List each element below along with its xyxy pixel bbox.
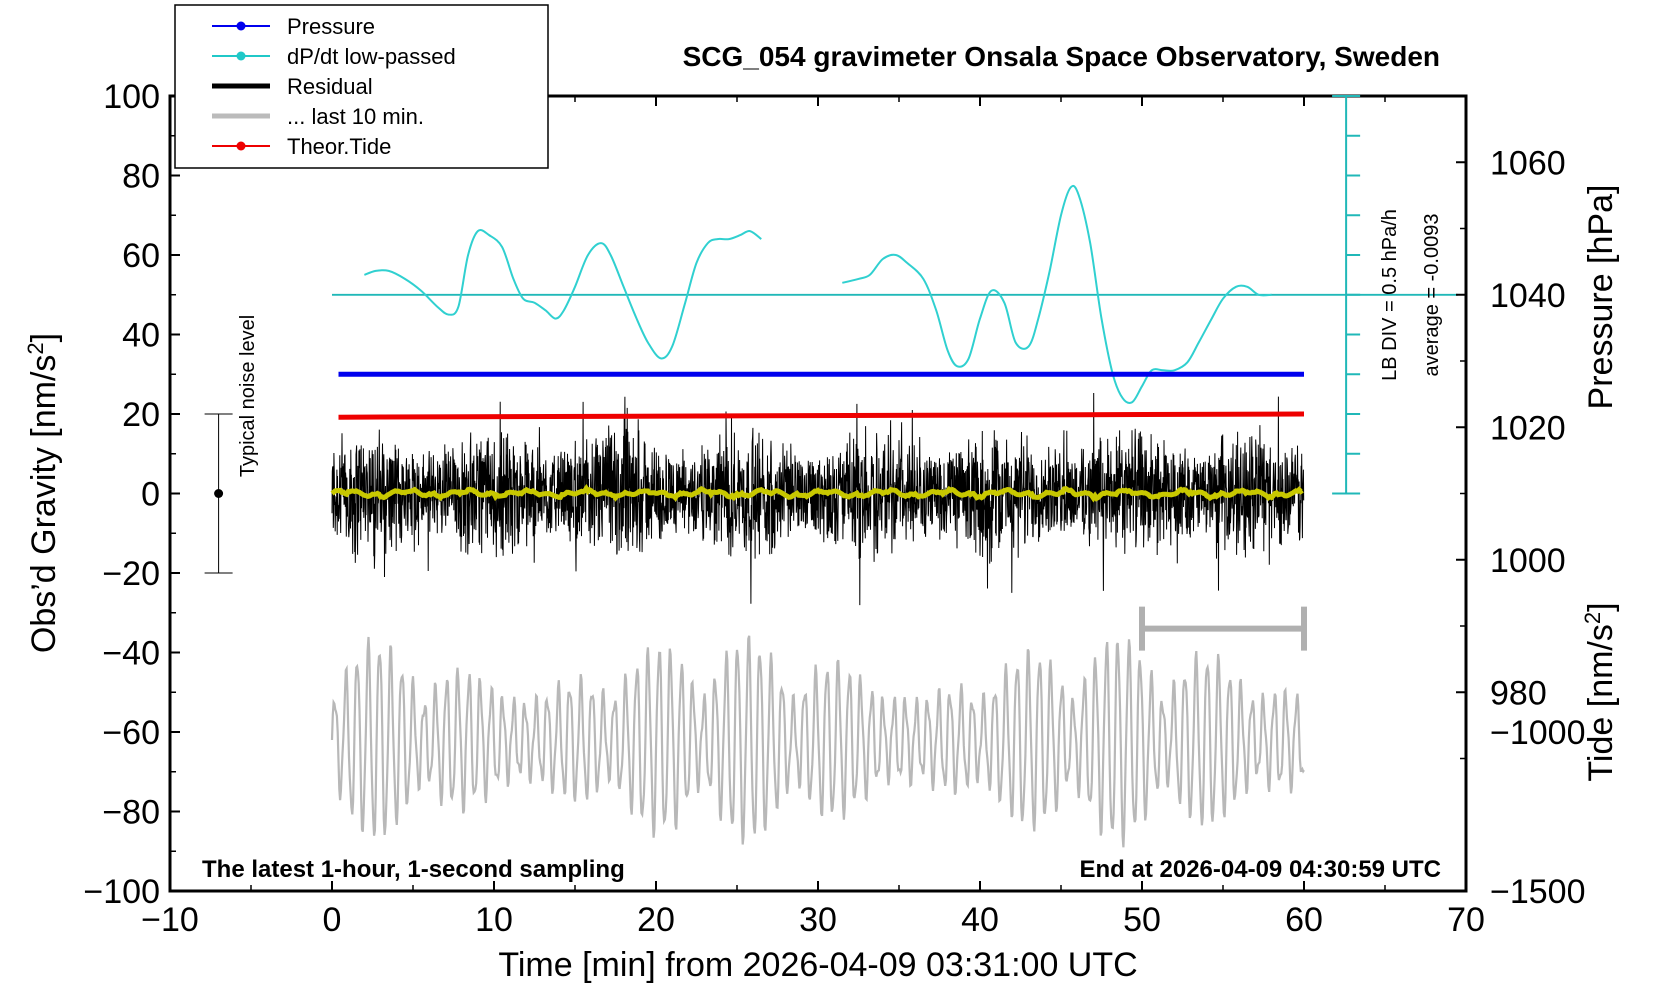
legend-label: Theor.Tide <box>287 134 391 159</box>
noise-level-label: Typical noise level <box>237 315 259 477</box>
dpdt-line-2 <box>842 184 1272 404</box>
y-axis-label-end: ] <box>25 333 63 342</box>
y-axis-label: Obs’d Gravity [nm/s2] <box>23 333 64 653</box>
tide-axis-label-base: Tide [nm/s <box>1582 624 1620 781</box>
y-axis-label-base: Obs’d Gravity [nm/s <box>25 355 63 654</box>
x-tick-label: 50 <box>1123 901 1161 939</box>
x-tick-label: 10 <box>475 901 513 939</box>
x-tick-label: 20 <box>637 901 675 939</box>
dpdt-line-1 <box>364 228 762 360</box>
tide-line <box>338 411 1305 420</box>
pressure-tick-label: 1060 <box>1490 144 1566 182</box>
x-tick-label: 70 <box>1447 901 1485 939</box>
last-10min-series <box>330 635 1305 848</box>
legend-label: ... last 10 min. <box>287 104 424 129</box>
last-10min-line <box>330 635 1305 848</box>
x-tick-label: 60 <box>1285 901 1323 939</box>
lb-div-label: LB DIV = 0.5 hPa/h <box>1379 209 1401 381</box>
pressure-tick-label: 980 <box>1490 674 1547 712</box>
footer-left: The latest 1-hour, 1-second sampling <box>202 856 625 883</box>
pressure-tick-label: 1040 <box>1490 277 1566 315</box>
footer-right: End at 2026-04-09 04:30:59 UTC <box>1080 856 1442 883</box>
y-tick-label: 20 <box>122 396 160 434</box>
legend-swatch-dot <box>236 141 246 151</box>
y-tick-label: 40 <box>122 317 160 355</box>
average-label: average = -0.0093 <box>1421 214 1443 377</box>
last-10min-bar <box>1139 606 1307 651</box>
noise-dot <box>214 489 224 498</box>
residual-line <box>331 392 1305 606</box>
pressure-dpdt-tide-series <box>332 184 1458 420</box>
legend-label: dP/dt low-passed <box>287 44 456 69</box>
y-tick-label: −60 <box>102 714 160 752</box>
legend: Pressure dP/dt low-passed Residual ... last… <box>174 4 549 169</box>
y-axis-label-sup: 2 <box>23 342 48 354</box>
y-tick-label: 100 <box>103 78 160 116</box>
x-tick-label: 40 <box>961 901 999 939</box>
pressure-tick-label: 1000 <box>1490 542 1566 580</box>
x-axis-label: Time [min] from 2026-04-09 03:31:00 UTC <box>498 946 1137 984</box>
noise-level-indicator <box>204 413 233 574</box>
y-tick-label: 0 <box>141 476 160 514</box>
lb-div-scale <box>1332 95 1361 495</box>
x-tick-label: −10 <box>141 901 199 939</box>
legend-label: Residual <box>287 74 373 99</box>
legend-label: Pressure <box>287 14 375 39</box>
chart-title: SCG_054 gravimeter Onsala Space Observat… <box>683 41 1440 72</box>
legend-swatch-dot <box>236 51 246 61</box>
residual-smoothed-series <box>330 483 1304 503</box>
tide-tick-label: −1000 <box>1490 714 1586 752</box>
y-axis-gravity: 100 80 60 40 20 0 −20 −40 −60 −80 −100 <box>83 78 180 911</box>
pressure-tick-label: 1020 <box>1490 409 1566 447</box>
x-tick-label: 30 <box>799 901 837 939</box>
pressure-axis-label: Pressure [hPa] <box>1582 185 1620 410</box>
x-axis: −10 0 10 20 30 40 50 60 70 <box>141 96 1485 939</box>
tide-axis-label: Tide [nm/s2] <box>1580 602 1621 781</box>
tide-tick-label: −1500 <box>1490 873 1586 911</box>
y-tick-label: −40 <box>102 635 160 673</box>
tide-axis-label-sup: 2 <box>1580 612 1605 624</box>
y-tick-label: 60 <box>122 237 160 275</box>
y-tick-label: −100 <box>83 873 160 911</box>
y-axis-pressure: 1060 1040 1020 1000 980 <box>1456 95 1566 760</box>
tide-axis-label-end: ] <box>1582 602 1620 611</box>
y-tick-label: 80 <box>122 158 160 196</box>
y-tick-label: −20 <box>102 555 160 593</box>
x-tick-label: 0 <box>323 901 342 939</box>
y-tick-label: −80 <box>102 794 160 832</box>
legend-swatch-dot <box>236 21 246 31</box>
y-axis-tide: −1000 −1500 <box>1490 714 1586 911</box>
residual-smoothed-line <box>330 483 1304 503</box>
residual-series <box>331 392 1305 606</box>
